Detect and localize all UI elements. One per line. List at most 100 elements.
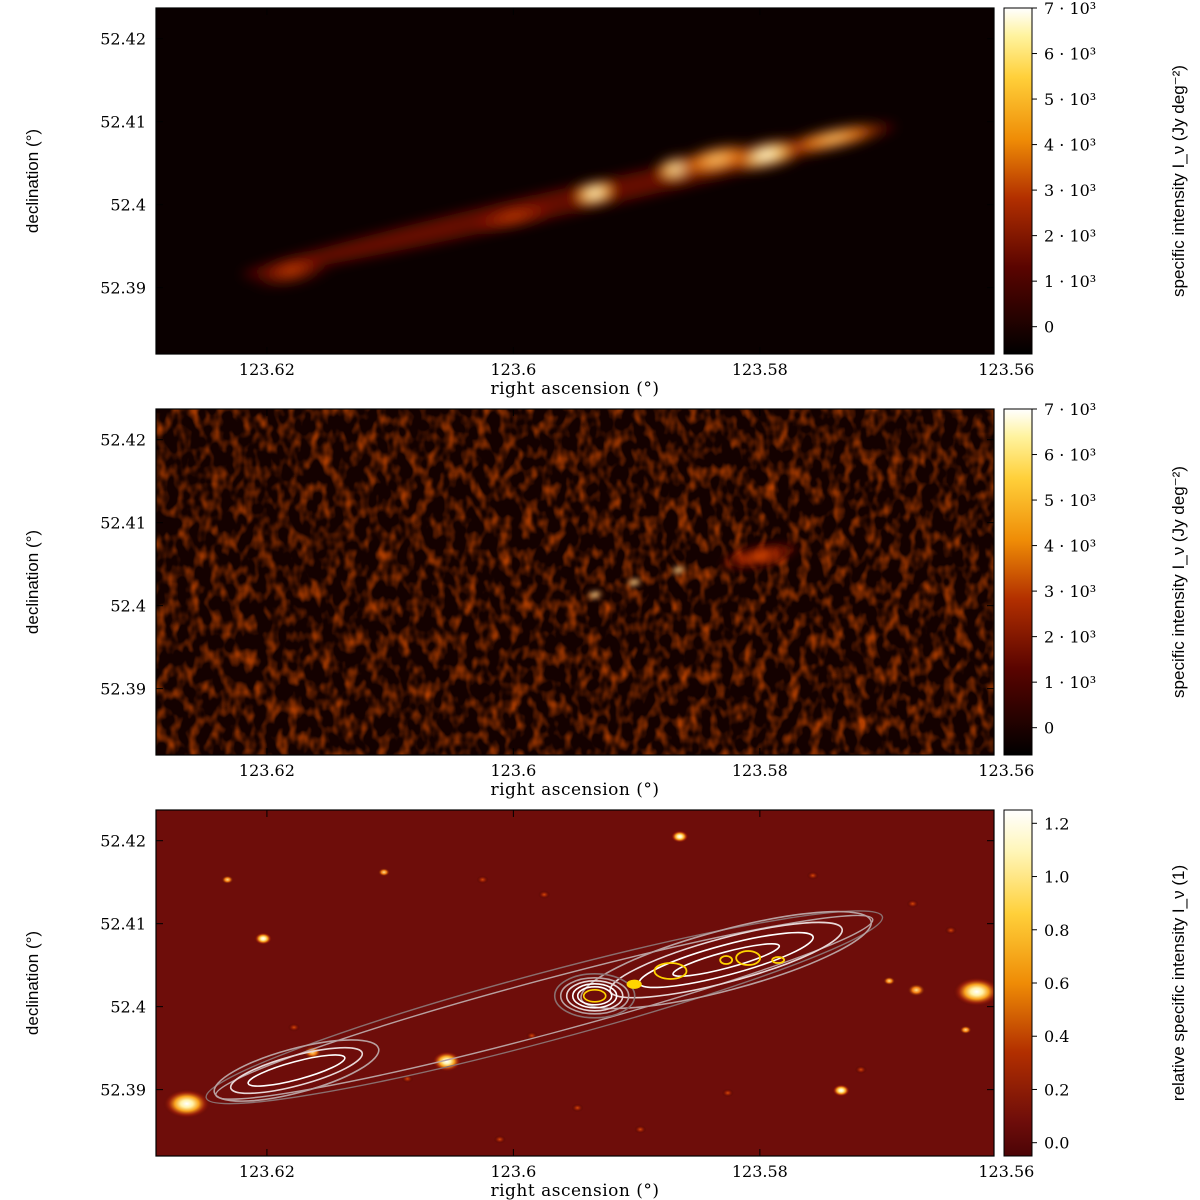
contour-core-1 [559, 977, 630, 1015]
colorbar-tick-label: 4 · 10³ [1044, 136, 1096, 155]
core-source [585, 590, 604, 600]
y-tick-label: 52.42 [100, 832, 146, 851]
y-tick-label: 52.39 [100, 680, 146, 699]
star-source [634, 1125, 647, 1134]
colorbar-tick-label: 5 · 10³ [1044, 491, 1096, 510]
star-source [806, 871, 819, 880]
contour-hotspot-1 [719, 955, 734, 965]
y-tick-label: 52.42 [100, 30, 146, 49]
colorbar-tick-label: 0.0 [1044, 1134, 1069, 1153]
colorbar: 0 1 · 10³ 2 · 10³ 3 · 10³ 4 · 10³ 5 · 10³ 6 · … [1003, 400, 1188, 756]
x-tick-label: 123.6 [490, 1162, 536, 1181]
colorbar-tick-label: 2 · 10³ [1044, 227, 1096, 246]
colorbar-label: relative specific intensity I_ν (1) [1169, 865, 1188, 1101]
star-source [959, 1025, 972, 1035]
lobe-source [246, 253, 337, 289]
colorbar-tick-label: 6 · 10³ [1044, 446, 1096, 465]
star-source [254, 932, 273, 945]
colorbar-tick-label: 7 · 10³ [1044, 400, 1096, 419]
contour-core-2 [565, 980, 624, 1012]
contour-ne-3 [672, 943, 781, 978]
contour-hotspot-2 [735, 950, 762, 966]
x-tick-label: 123.6 [490, 761, 536, 780]
diffuse-source [715, 539, 804, 573]
contour-knot-2 [653, 962, 688, 980]
colorbar-tick-label: 1.2 [1044, 814, 1069, 833]
star-source [952, 976, 994, 1007]
x-tick-label: 123.6 [490, 360, 536, 379]
colorbar-tick-label: 4 · 10³ [1044, 537, 1096, 556]
y-tick-label: 52.39 [100, 1081, 146, 1100]
jet-source [775, 121, 893, 156]
star-source [288, 1023, 301, 1032]
x-tick-label: 123.56 [978, 1162, 1034, 1181]
contour-level-1 [205, 910, 884, 1105]
contour-knot-1 [626, 979, 642, 989]
y-tick-label: 52.41 [100, 514, 146, 533]
star-source [906, 899, 919, 908]
contour-sw-1 [229, 1046, 364, 1095]
contour-hotspot-3 [771, 956, 786, 964]
y-axis-label: declination (°) [23, 530, 42, 634]
colorbar-tick-label: 0.2 [1044, 1080, 1069, 1099]
star-source [476, 875, 489, 884]
star-source [907, 983, 926, 997]
colorbar-tick-label: 7 · 10³ [1044, 0, 1096, 18]
star-source [883, 976, 896, 986]
knot-source [625, 578, 643, 587]
colorbar-label: specific intensity I_ν (Jy deg⁻²) [1169, 466, 1188, 698]
colorbar-tick-label: 0 [1044, 719, 1054, 738]
panel-middle: 123.62 123.6 123.58 123.56 52.42 52.41 52.4 52.… [23, 400, 1188, 800]
x-tick-label: 123.62 [239, 360, 295, 379]
contour-core-5 [582, 989, 607, 1003]
x-axis-label: right ascension (°) [490, 1181, 659, 1200]
star-source [571, 1103, 584, 1113]
colorbar-tick-label: 1 · 10³ [1044, 272, 1096, 291]
colorbar-tick-label: 1.0 [1044, 868, 1069, 887]
panel-top: 123.62 123.6 123.58 123.56 52.42 52.41 52.4 52.… [23, 0, 1188, 399]
y-tick-label: 52.39 [100, 279, 146, 298]
x-tick-label: 123.62 [239, 761, 295, 780]
y-tick-label: 52.4 [110, 998, 146, 1017]
contour-core-4 [576, 986, 613, 1006]
star-source [721, 1088, 734, 1098]
y-tick-label: 52.4 [110, 196, 146, 215]
x-axis-label: right ascension (°) [490, 780, 659, 800]
y-tick-label: 52.41 [100, 915, 146, 934]
star-source [431, 1050, 462, 1072]
colorbar: 0 1 · 10³ 2 · 10³ 3 · 10³ 4 · 10³ 5 · 10³ 6 · … [1003, 0, 1188, 355]
colorbar-gradient [1003, 809, 1033, 1157]
colorbar-label: specific intensity I_ν (Jy deg⁻²) [1169, 65, 1188, 297]
lobe-source [671, 141, 762, 177]
colorbar-gradient [1003, 408, 1033, 756]
x-tick-label: 123.62 [239, 1162, 295, 1181]
colorbar-tick-label: 0.8 [1044, 921, 1069, 940]
y-axis-label: declination (°) [23, 129, 42, 233]
star-source [670, 830, 689, 843]
colorbar-tick-label: 0.4 [1044, 1027, 1069, 1046]
y-tick-label: 52.4 [110, 597, 146, 616]
star-source [221, 875, 234, 884]
plot-frame [155, 7, 995, 355]
contour-sw-0 [213, 1039, 380, 1102]
noise-texture [156, 409, 994, 755]
knot-source [669, 565, 688, 575]
contour-sw-2 [247, 1054, 346, 1087]
image-background [156, 8, 994, 354]
colorbar-gradient [1003, 7, 1033, 355]
panel-bottom: 123.62 123.6 123.58 123.56 52.42 52.41 52.4 52.… [23, 809, 1188, 1200]
x-tick-label: 123.56 [978, 360, 1034, 379]
colorbar-tick-label: 0.6 [1044, 974, 1069, 993]
star-source [493, 1135, 506, 1144]
plot-frame [155, 408, 995, 756]
plot-frame [155, 809, 995, 1157]
star-source [377, 868, 390, 877]
colorbar-tick-label: 0 [1044, 318, 1054, 337]
x-axis-label: right ascension (°) [490, 379, 659, 399]
star-source [944, 926, 957, 935]
star-source [303, 1045, 322, 1059]
colorbar-tick-label: 5 · 10³ [1044, 90, 1096, 109]
x-tick-label: 123.58 [732, 761, 788, 780]
y-axis-label: declination (°) [23, 931, 42, 1035]
